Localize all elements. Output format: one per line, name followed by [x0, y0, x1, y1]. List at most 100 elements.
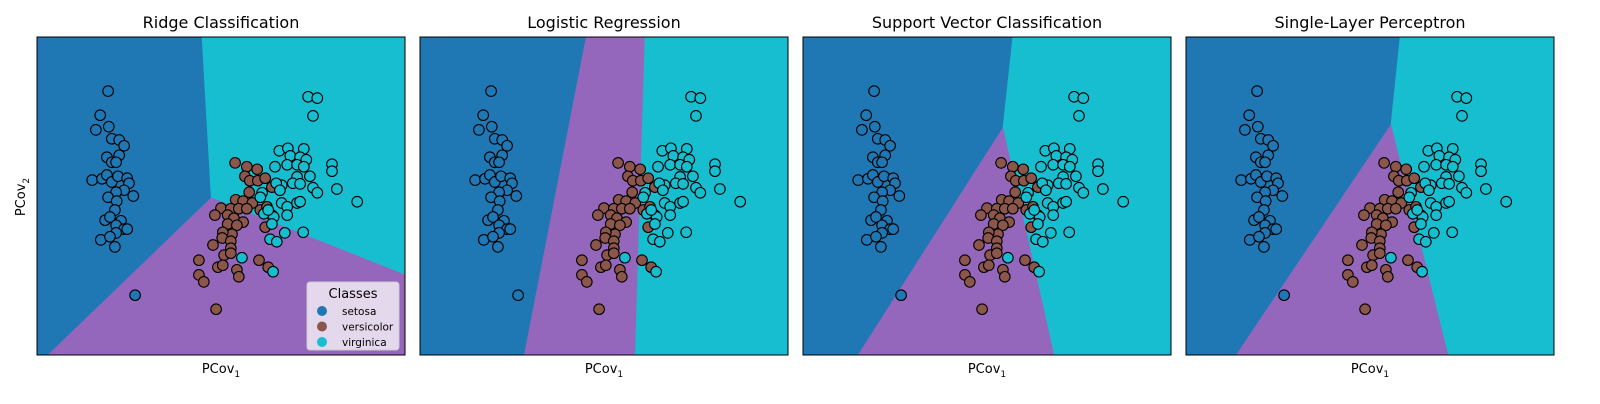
point-setosa — [102, 120, 115, 133]
point-virginica — [281, 209, 294, 221]
point-versicolor — [1019, 254, 1031, 267]
point-virginica — [714, 183, 726, 195]
legend-label-virginica: virginica — [342, 337, 387, 349]
point-virginica — [690, 110, 702, 122]
scatter-points — [86, 85, 364, 316]
axes-frame — [1185, 36, 1555, 356]
point-virginica — [1446, 160, 1459, 173]
point-virginica — [1403, 191, 1416, 204]
point-virginica — [1002, 251, 1014, 264]
point-virginica — [1028, 204, 1041, 216]
x-axis-label-text: PCov — [585, 362, 618, 377]
point-virginica — [1500, 195, 1513, 208]
point-setosa — [469, 174, 482, 186]
point-setosa — [1253, 211, 1265, 223]
x-axis-label-text: PCov — [1351, 362, 1384, 377]
point-setosa — [104, 230, 116, 243]
point-virginica — [1047, 209, 1060, 221]
point-versicolor — [642, 172, 655, 185]
point-setosa — [102, 85, 114, 97]
point-versicolor — [231, 219, 243, 232]
panel-title: Support Vector Classification — [872, 13, 1102, 32]
point-virginica — [687, 170, 699, 183]
point-virginica — [1423, 184, 1435, 197]
point-setosa — [512, 289, 524, 302]
scatter-points — [1235, 85, 1513, 316]
panel-4: Single-Layer Perceptron PCov1 — [1185, 13, 1555, 380]
point-versicolor — [1346, 276, 1359, 288]
point-setosa — [876, 156, 888, 169]
point-virginica — [1063, 226, 1076, 239]
point-versicolor — [959, 254, 971, 267]
point-setosa — [1267, 139, 1279, 152]
panel-2: Logistic Regression PCov1 — [419, 13, 789, 380]
point-versicolor — [963, 276, 976, 288]
region-virginica — [1390, 37, 1554, 355]
point-setosa — [504, 223, 517, 235]
point-virginica — [1036, 235, 1049, 248]
point-versicolor — [634, 163, 647, 176]
point-virginica — [311, 92, 324, 104]
legend-marker-setosa — [317, 306, 327, 316]
point-versicolor — [995, 157, 1007, 169]
point-virginica — [1443, 178, 1455, 190]
point-versicolor — [1025, 172, 1038, 185]
legend-title: Classes — [329, 287, 378, 302]
point-virginica — [664, 158, 677, 171]
point-versicolor — [197, 276, 210, 288]
point-virginica — [1419, 235, 1432, 248]
legend-marker-virginica — [317, 337, 327, 347]
point-setosa — [875, 241, 887, 253]
point-virginica — [652, 160, 664, 173]
scatter-points — [469, 85, 747, 316]
x-axis-label: PCov1 — [585, 362, 623, 380]
point-virginica — [1077, 92, 1090, 104]
point-versicolor — [1408, 172, 1421, 185]
point-virginica — [1032, 218, 1044, 230]
y-axis-label-subscript: 2 — [22, 178, 32, 184]
point-setosa — [473, 124, 485, 136]
point-versicolor — [209, 209, 221, 221]
point-virginica — [1097, 183, 1109, 195]
point-versicolor — [614, 219, 626, 232]
point-setosa — [510, 190, 523, 202]
point-virginica — [1060, 178, 1072, 190]
point-virginica — [297, 160, 310, 173]
point-versicolor — [975, 209, 987, 221]
point-setosa — [884, 139, 896, 152]
point-versicolor — [590, 239, 602, 251]
point-setosa — [1259, 156, 1271, 169]
point-virginica — [294, 178, 306, 190]
point-virginica — [1033, 265, 1045, 278]
point-setosa — [1253, 230, 1265, 243]
point-versicolor — [1342, 254, 1354, 267]
point-virginica — [311, 186, 324, 199]
point-virginica — [680, 226, 693, 239]
point-virginica — [278, 227, 291, 239]
point-versicolor — [615, 270, 628, 283]
point-virginica — [709, 165, 721, 178]
point-virginica — [653, 235, 666, 248]
point-setosa — [860, 109, 873, 122]
point-virginica — [637, 191, 650, 204]
point-versicolor — [998, 270, 1011, 283]
point-virginica — [236, 251, 248, 264]
point-virginica — [267, 265, 279, 278]
point-setosa — [90, 124, 102, 136]
point-virginica — [677, 195, 689, 208]
point-virginica — [1044, 227, 1057, 239]
point-setosa — [1235, 174, 1248, 186]
point-versicolor — [1359, 303, 1371, 316]
point-setosa — [1251, 120, 1264, 133]
point-virginica — [1480, 183, 1492, 195]
point-versicolor — [210, 303, 222, 316]
point-virginica — [1443, 195, 1455, 208]
point-setosa — [1258, 241, 1270, 253]
point-setosa — [487, 211, 499, 223]
point-versicolor — [1373, 247, 1386, 260]
point-virginica — [294, 195, 306, 208]
point-setosa — [485, 120, 498, 133]
point-setosa — [856, 124, 868, 136]
point-setosa — [127, 190, 140, 202]
point-versicolor — [1380, 219, 1392, 232]
